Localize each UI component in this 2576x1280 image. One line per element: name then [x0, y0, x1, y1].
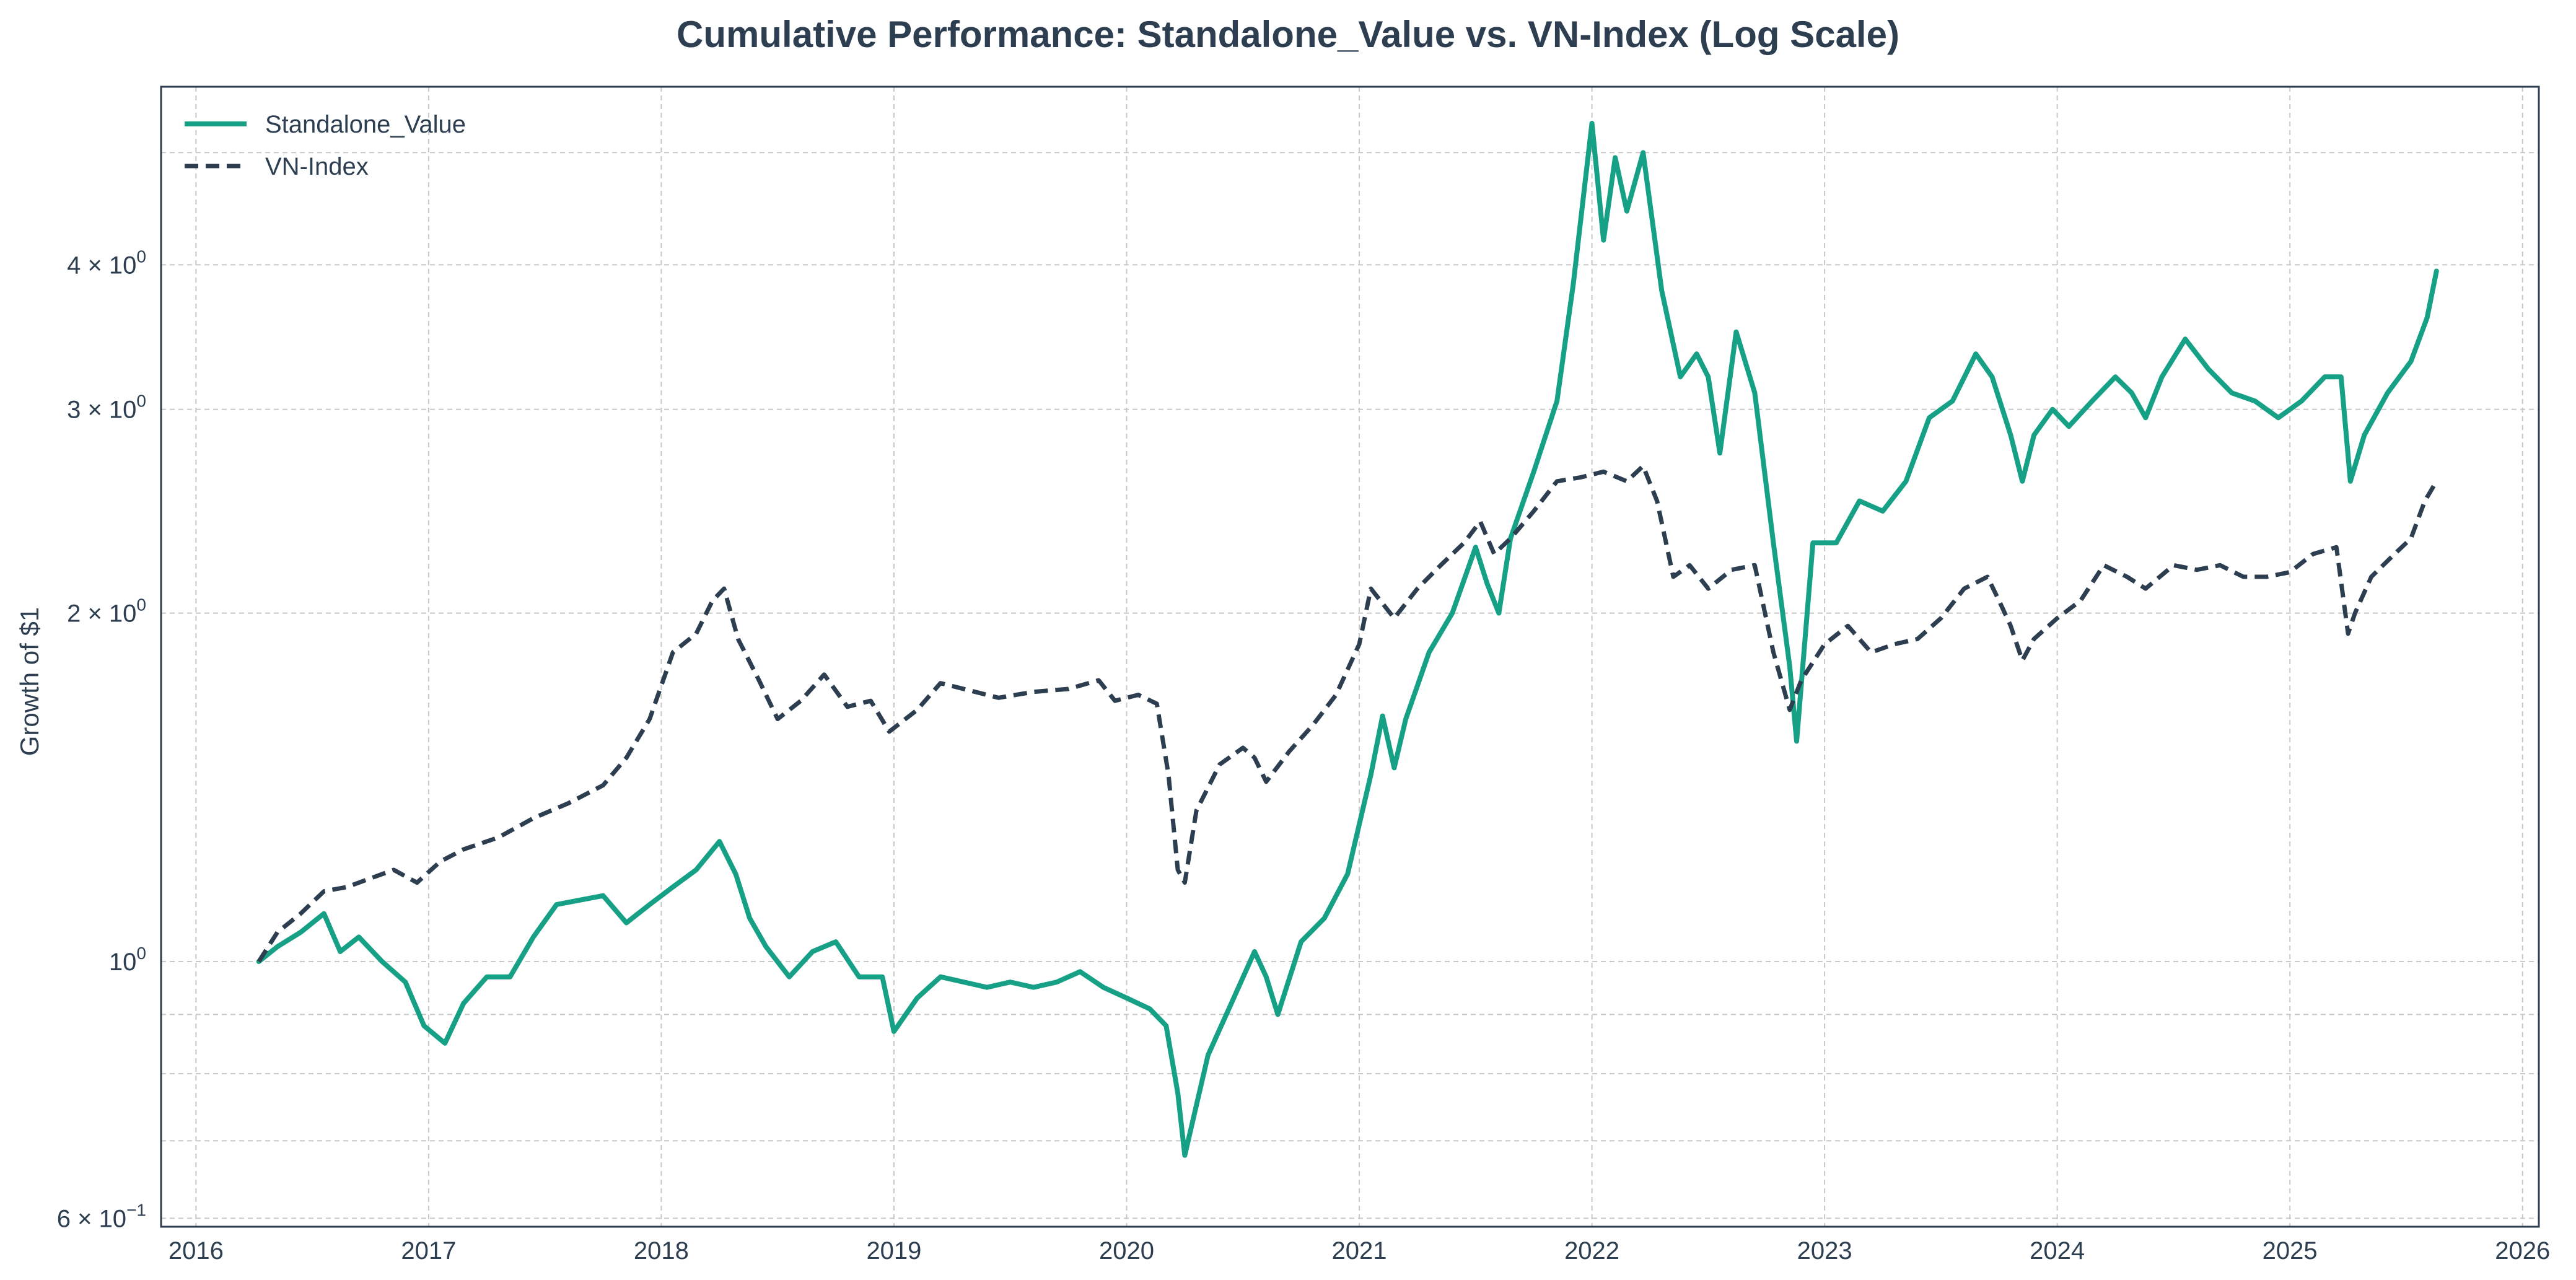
series-lines	[256, 121, 2439, 1158]
y-tick-label: 2 × 100	[67, 595, 146, 628]
y-axis-label: Growth of $1	[15, 607, 44, 756]
legend-label: Standalone_Value	[265, 111, 466, 138]
legend: Standalone_Value VN-Index	[185, 111, 466, 180]
x-tick-label: 2023	[1797, 1237, 1852, 1265]
legend-label: VN-Index	[265, 153, 369, 180]
x-tick-label: 2021	[1332, 1237, 1387, 1265]
x-tick-label: 2022	[1564, 1237, 1619, 1265]
x-tick-label: 2016	[169, 1237, 224, 1265]
grid	[161, 87, 2539, 1227]
x-tick-label: 2024	[2030, 1237, 2085, 1265]
axes: 2016 2017 2018 2019 2020 2021 2022 2023 2024 2025…	[57, 85, 2550, 1265]
plot-frame	[160, 85, 2540, 1228]
x-tick-label: 2020	[1099, 1237, 1154, 1265]
x-tick-label: 2018	[634, 1237, 689, 1265]
x-tick-label: 2026	[2495, 1237, 2550, 1265]
series-line-standalone-value	[256, 121, 2439, 1158]
x-tick-label: 2017	[401, 1237, 456, 1265]
chart-title: Cumulative Performance: Standalone_Value…	[677, 14, 1899, 55]
y-tick-label: 100	[109, 944, 146, 976]
series-line-vn-index	[256, 463, 2438, 963]
y-tick-label: 4 × 100	[67, 247, 146, 279]
x-tick-label: 2019	[866, 1237, 921, 1265]
y-tick-label: 6 × 10−1	[57, 1200, 146, 1232]
y-tick-label: 3 × 100	[67, 392, 146, 424]
x-tick-label: 2025	[2263, 1237, 2318, 1265]
